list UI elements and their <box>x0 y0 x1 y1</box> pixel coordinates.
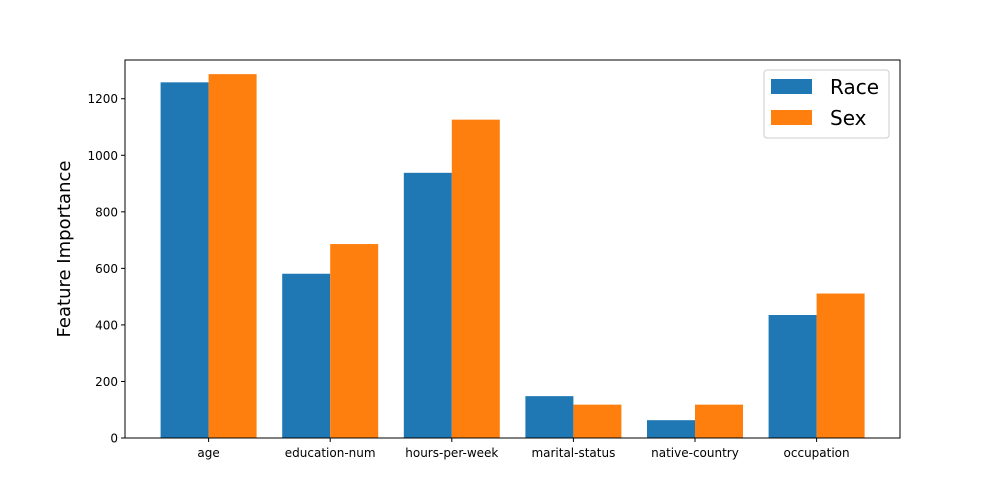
bar-sex-education-num <box>330 244 379 438</box>
x-tick-label-age: age <box>197 446 219 460</box>
legend-label-race: Race <box>830 75 879 99</box>
x-tick-label-occupation: occupation <box>784 446 850 460</box>
legend-swatch-sex <box>771 110 812 125</box>
y-tick-label-600: 600 <box>95 262 118 276</box>
bar-sex-hours-per-week <box>451 119 500 439</box>
y-tick-label-800: 800 <box>95 205 118 219</box>
x-tick-label-native-country: native-country <box>651 446 739 460</box>
y-tick-label-1000: 1000 <box>87 149 118 163</box>
axes-group <box>124 59 901 439</box>
y-tick-label-0: 0 <box>110 432 118 446</box>
bar-sex-occupation <box>816 293 865 438</box>
x-tick-label-hours-per-week: hours-per-week <box>405 446 498 460</box>
legend-swatch-race <box>771 79 812 94</box>
bar-race-education-num <box>282 273 331 438</box>
y-tick-label-200: 200 <box>95 375 118 389</box>
bar-sex-age <box>208 74 257 438</box>
y-tick-label-400: 400 <box>95 318 118 332</box>
legend: Race Sex <box>763 69 890 139</box>
x-tick-label-marital-status: marital-status <box>531 446 615 460</box>
bar-race-marital-status <box>525 396 574 438</box>
plot-frame <box>124 59 901 439</box>
y-axis-title: Feature Importance <box>54 161 75 338</box>
x-tick-label-education-num: education-num <box>285 446 376 460</box>
legend-label-sex: Sex <box>830 106 867 130</box>
bar-race-native-country <box>647 420 695 438</box>
y-tick-label-1200: 1200 <box>87 92 118 106</box>
bar-race-occupation <box>768 315 817 438</box>
bar-race-hours-per-week <box>403 172 452 438</box>
bar-sex-marital-status <box>573 404 622 438</box>
bars-group <box>160 74 865 439</box>
bar-sex-native-country <box>695 404 743 438</box>
ticks-group: 0 200 400 600 800 1000 1200 age education-num hou… <box>87 92 849 460</box>
bar-race-age <box>160 82 209 438</box>
